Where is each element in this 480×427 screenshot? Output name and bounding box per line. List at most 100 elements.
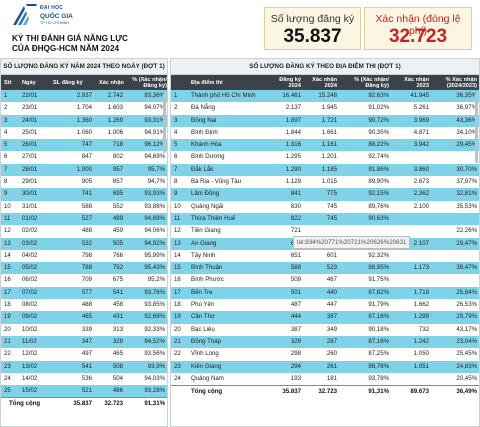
cell-confirmed-2023: 2.100 [413, 202, 429, 210]
col-pct-2024-2023: % Xác nhận (2024/2023) [445, 76, 477, 89]
cell-pct: 94,91% [144, 128, 165, 136]
cell-registered: 339 [81, 325, 92, 333]
cell-pct: 94,92% [144, 239, 165, 247]
page-title-line-2: CỦA ĐHQG-HCM NĂM 2024 [12, 43, 120, 53]
cell-confirmed-2023: 3.942 [413, 141, 429, 149]
table-row: 10 Quảng Ngãi 830 745 89,76% 2.100 35,53% [171, 201, 479, 213]
cell-date: 12/02 [22, 350, 38, 358]
table-row: 11 Thừa Thiên Huế 822 745 90,63% [171, 212, 479, 226]
cell-location: Thành phố Hồ Chí Minh [191, 92, 256, 99]
cell-confirmed-2023: 2.673 [413, 178, 429, 186]
location-table-scrollbar[interactable] [475, 93, 478, 163]
cell-stt: 5 [174, 141, 178, 149]
cell-stt: 14 [174, 251, 181, 259]
location-table-body: 1 Thành phố Hồ Chí Minh 16.461 15.248 92,63%… [171, 90, 479, 385]
cell-confirmed-2023 [393, 250, 429, 262]
cell-registered: 905 [81, 178, 92, 186]
cell-registered-2024: 830 [290, 202, 301, 210]
cell-date: 14/02 [22, 374, 38, 382]
cell-registered-2024: 1.290 [285, 165, 301, 173]
cell-confirmed-2024: 1.945 [321, 104, 337, 112]
cell-pct: 93,76% [144, 288, 165, 296]
cell-date: 04/02 [22, 251, 38, 259]
cell-confirmed: 431 [112, 313, 123, 321]
cell-date: 01/02 [22, 214, 38, 222]
cell-pct: 94,69% [144, 214, 165, 222]
cell-pct-confirmed: 89,76% [368, 202, 389, 210]
cell-pct-2024-2023 [431, 274, 477, 286]
table-row: 20 10/02 339 313 92,33% [1, 324, 167, 336]
daily-table-scrollbar[interactable] [163, 93, 166, 153]
cell-confirmed: 541 [112, 288, 123, 296]
cell-date: 24/01 [22, 116, 38, 124]
cell-stt: 17 [4, 288, 11, 296]
cell-pct-2024-2023: 20,45% [456, 374, 477, 382]
cell-stt: 25 [4, 387, 11, 395]
cell-confirmed-2023: 732 [418, 325, 429, 333]
cell-confirmed: 505 [112, 239, 123, 247]
cell-pct: 94,06% [144, 227, 165, 235]
cell-stt: 2 [4, 104, 8, 112]
cell-date: 28/01 [22, 165, 38, 173]
cell-confirmed-2024: 745 [326, 202, 337, 210]
cell-pct-2024-2023: 39,47% [456, 264, 477, 272]
cell-date: 08/02 [22, 301, 38, 309]
cell-registered-2024: 509 [290, 276, 301, 284]
registered-count-label: Số lượng đăng ký [270, 13, 355, 25]
col-confirmed: Xác nhận [99, 79, 124, 86]
cell-date: 29/01 [22, 178, 38, 186]
cell-stt: 3 [174, 116, 178, 124]
cell-date: 31/01 [22, 202, 38, 210]
cell-confirmed-2024: 260 [326, 350, 337, 358]
cell-confirmed-2024: 15.248 [318, 92, 337, 99]
cell-confirmed: 499 [112, 214, 123, 222]
cell-confirmed-2023: 41.945 [410, 92, 429, 99]
table-row: 5 Khánh Hòa 1.316 1.161 88,22% 3.942 29,45% [171, 139, 479, 152]
daily-table-body: 1 22/01 2.937 2.742 93,36% 2 23/01 1.704 1.603 94… [1, 90, 167, 398]
cell-date: 22/01 [22, 92, 38, 99]
cell-pct-2024-2023: 22,26% [456, 227, 477, 235]
cell-pct-2024-2023: 36,35% [456, 92, 477, 99]
cell-pct-confirmed: 91,86% [368, 165, 389, 173]
cell-confirmed: 675 [112, 276, 123, 284]
cell-pct-2024-2023: 25,45% [456, 350, 477, 358]
cell-date: 11/02 [22, 337, 37, 345]
cell-pct-confirmed: 90,72% [368, 116, 389, 124]
cell-location: Bình Thuận [191, 264, 223, 272]
cell-pct-confirmed: 90,63% [368, 214, 389, 222]
table-row: 15 Bình Thuận 588 523 88,95% 1.173 39,47% [171, 262, 479, 275]
table-row: 7 Đắk Lắk 1.290 1.185 91,86% 3.860 30,70% [171, 163, 479, 177]
cell-confirmed-2024: 745 [326, 214, 337, 222]
cell-registered: 1.060 [76, 128, 92, 136]
cell-pct: 95,2% [147, 276, 165, 284]
cell-stt: 21 [4, 337, 11, 345]
cell-confirmed: 465 [112, 350, 123, 358]
cell-confirmed: 1.269 [107, 116, 123, 124]
cell-registered: 577 [81, 288, 92, 296]
cell-pct-2024-2023: 29,79% [456, 313, 477, 321]
table-row: 13 03/02 532 505 94,92% [1, 237, 167, 250]
cell-registered-2024: 2.137 [285, 104, 301, 112]
cell-stt: 8 [174, 178, 178, 186]
cell-stt: 22 [174, 350, 181, 358]
cell-pct: 92,33% [144, 325, 165, 333]
table-row: 1 22/01 2.937 2.742 93,36% [1, 90, 167, 103]
table-row: 16 06/02 709 675 95,2% [1, 274, 167, 286]
cell-stt: 20 [174, 325, 181, 333]
cell-pct-confirmed: 90,35% [368, 128, 389, 136]
cell-registered-2024: 651 [290, 251, 301, 259]
cell-confirmed: 508 [112, 362, 123, 370]
cell-stt: 9 [174, 190, 178, 198]
table-row: 18 Phú Yên 487 447 91,79% 1.662 26,53% [171, 299, 479, 311]
table-row: 21 11/02 347 328 94,52% [1, 335, 167, 349]
cell-pct: 93,31% [144, 116, 165, 124]
table-row: 25 15/02 521 486 93,28% [1, 385, 167, 398]
cell-stt: 24 [4, 374, 11, 382]
cell-confirmed-2024: 775 [326, 190, 337, 198]
cell-location: Đồng Tháp [191, 337, 222, 345]
col-registered: SL đăng ký [53, 79, 83, 86]
cell-pct-confirmed: 87,16% [368, 313, 389, 321]
cell-confirmed: 752 [112, 264, 123, 272]
table-row: 9 Lâm Đồng 841 775 92,15% 2.362 32,81% [171, 188, 479, 201]
registered-count-card: Số lượng đăng ký 35.837 [264, 7, 361, 50]
